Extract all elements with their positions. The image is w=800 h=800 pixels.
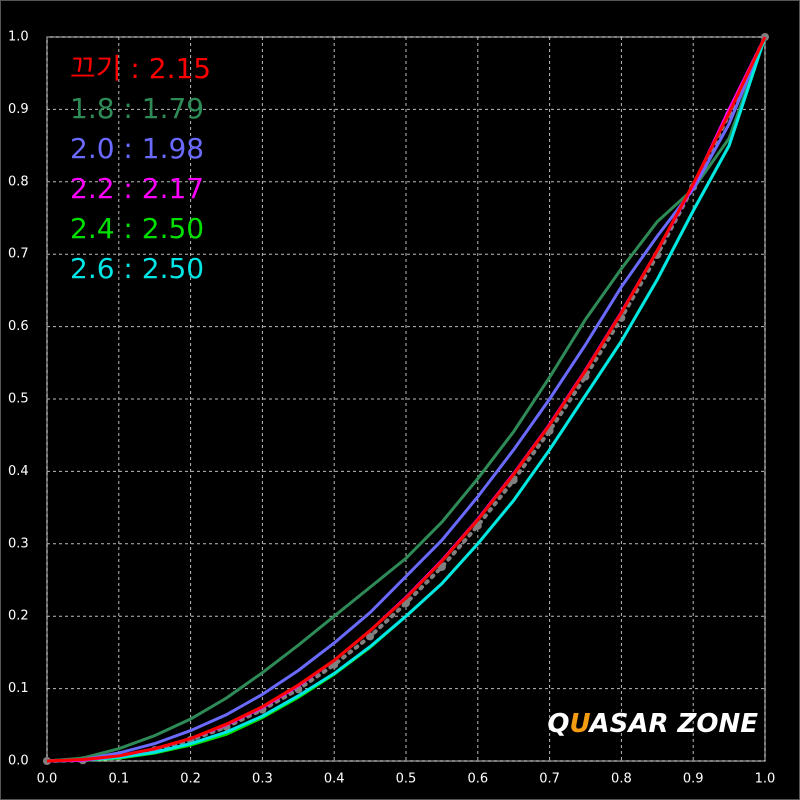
y-tick-label: 0.3: [8, 536, 29, 551]
y-tick-label: 0.8: [8, 174, 29, 189]
x-tick-label: 0.0: [37, 772, 58, 787]
legend-entry: 2.6 : 2.50: [70, 252, 204, 285]
series-line: [46, 36, 767, 763]
y-tick-label: 0.6: [8, 319, 29, 334]
series-line: [46, 36, 767, 763]
watermark-part: ASAR ZONE: [587, 709, 758, 739]
x-tick-label: 0.4: [324, 772, 345, 787]
x-tick-label: 1.0: [755, 772, 776, 787]
legend-entry: 끄기 : 2.15: [70, 52, 211, 85]
x-tick-label: 0.8: [611, 772, 632, 787]
x-tick-label: 0.1: [108, 772, 129, 787]
legend-entry: 2.4 : 2.50: [70, 212, 204, 245]
x-tick-label: 0.9: [683, 772, 704, 787]
watermark-part: Q: [547, 709, 569, 739]
legend-entry: 2.0 : 1.98: [70, 132, 204, 165]
y-tick-label: 0.7: [8, 247, 29, 262]
legend-entry: 2.2 : 2.17: [70, 172, 204, 205]
y-tick-label: 0.4: [8, 464, 29, 479]
x-tick-label: 0.5: [396, 772, 417, 787]
x-tick-label: 0.3: [252, 772, 273, 787]
y-tick-label: 1.0: [8, 30, 29, 45]
watermark-part: U: [570, 709, 591, 739]
x-tick-label: 0.2: [180, 772, 201, 787]
series-line: [46, 36, 767, 763]
series-line: [46, 36, 767, 763]
x-tick-label: 0.6: [467, 772, 488, 787]
y-tick-label: 0.2: [8, 609, 29, 624]
watermark: QUASAR ZONE: [547, 709, 758, 739]
legend-entry: 1.8 : 1.79: [70, 92, 204, 125]
y-tick-label: 0.5: [8, 392, 29, 407]
y-tick-label: 0.1: [8, 681, 29, 696]
y-tick-label: 0.9: [8, 102, 29, 117]
x-tick-label: 0.7: [539, 772, 560, 787]
reference-dot: [366, 632, 375, 641]
y-tick-label: 0.0: [8, 754, 29, 769]
